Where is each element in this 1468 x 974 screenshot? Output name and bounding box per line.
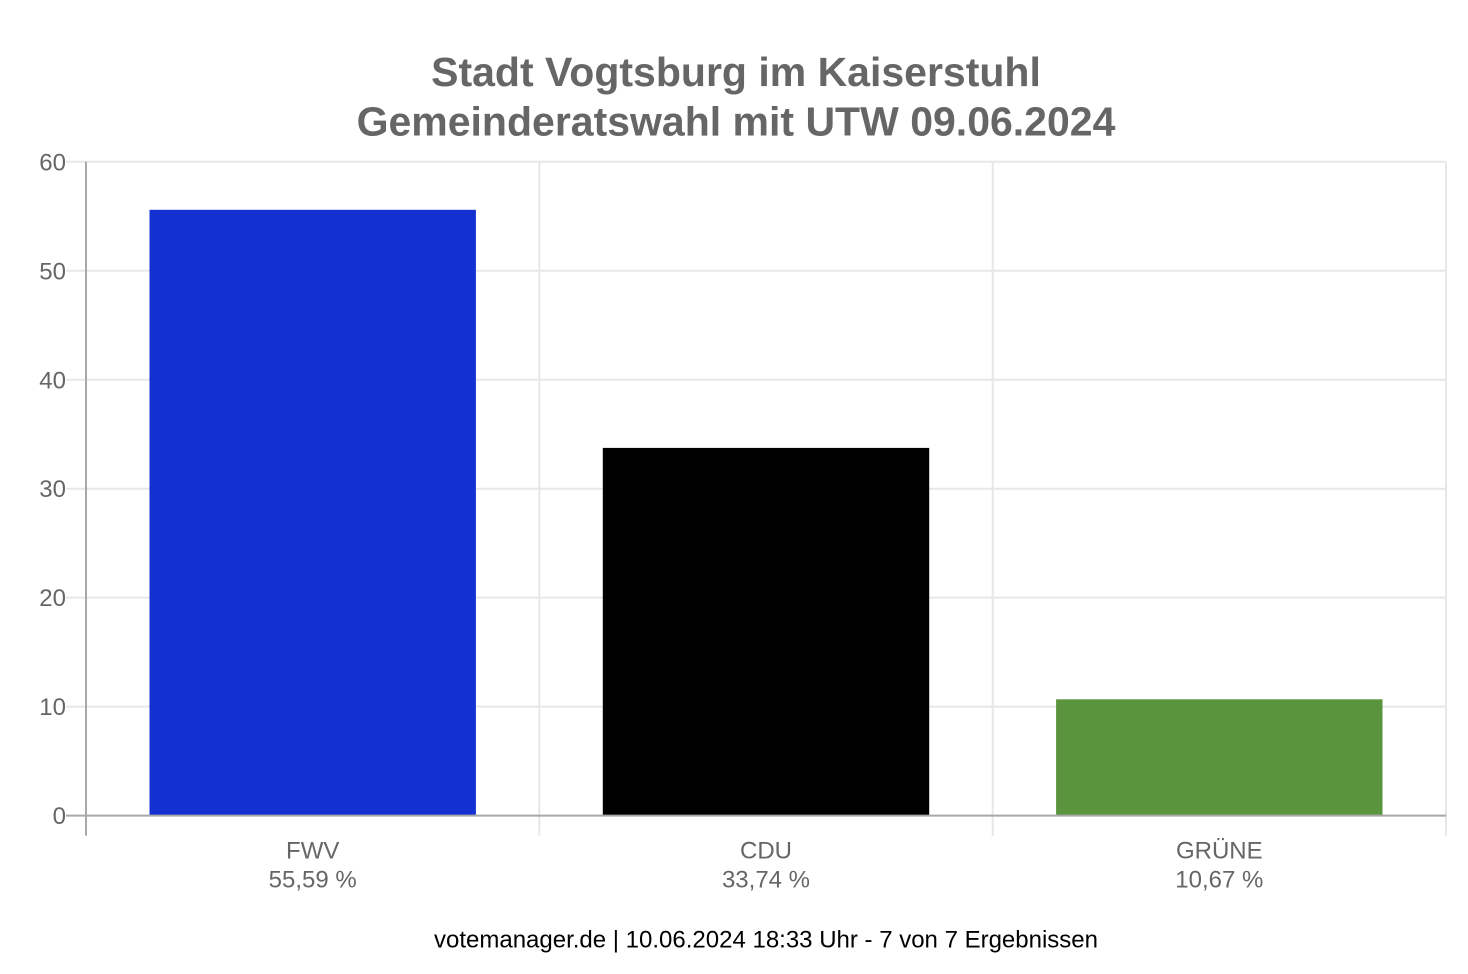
svg-text:20: 20 [39,585,66,612]
svg-text:FWV: FWV [286,838,339,865]
svg-text:0: 0 [53,803,66,830]
svg-text:Stadt Vogtsburg im Kaiserstuhl: Stadt Vogtsburg im Kaiserstuhl [431,49,1041,95]
svg-text:10,67 %: 10,67 % [1175,867,1263,894]
svg-text:CDU: CDU [740,838,792,865]
svg-text:40: 40 [39,367,66,394]
svg-text:50: 50 [39,258,66,285]
svg-text:60: 60 [39,149,66,176]
svg-text:55,59 %: 55,59 % [269,867,357,894]
svg-text:GRÜNE: GRÜNE [1176,838,1263,865]
svg-text:30: 30 [39,476,66,503]
svg-text:Gemeinderatswahl mit UTW 09.06: Gemeinderatswahl mit UTW 09.06.2024 [357,98,1116,144]
svg-text:10: 10 [39,694,66,721]
svg-text:33,74 %: 33,74 % [722,867,810,894]
svg-text:votemanager.de | 10.06.2024 18: votemanager.de | 10.06.2024 18:33 Uhr - … [434,927,1098,954]
